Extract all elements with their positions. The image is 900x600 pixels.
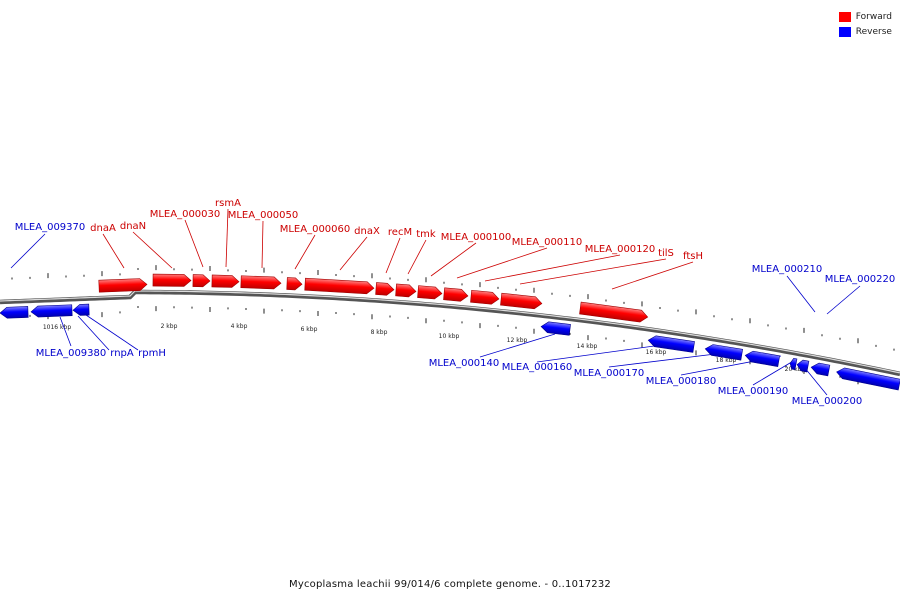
gene-label-mlea-000100: MLEA_000100 xyxy=(441,232,512,243)
gene-forward-5[interactable] xyxy=(286,277,303,291)
leader-mlea-000190 xyxy=(752,359,796,386)
leader-dnax xyxy=(339,236,368,271)
leader-dnan xyxy=(132,231,173,269)
gene-forward-0[interactable] xyxy=(98,278,148,293)
leader-mlea-000120 xyxy=(484,254,621,282)
leader-dnaa xyxy=(102,233,125,269)
gene-label-mlea-000050: MLEA_000050 xyxy=(228,210,299,221)
leader-tils xyxy=(519,258,667,285)
reverse-legend-label: Reverse xyxy=(855,26,892,37)
gene-label-dnax: dnaX xyxy=(354,226,380,237)
gene-forward-4[interactable] xyxy=(240,275,282,290)
scale-label-12-kbp: 12 kbp xyxy=(507,337,528,344)
leader-rpmh xyxy=(85,314,139,351)
genome-backbone-highlight xyxy=(0,290,900,374)
scale-label-6-kbp: 6 kbp xyxy=(301,326,318,333)
gene-reverse-0[interactable] xyxy=(0,306,29,319)
leader-mlea-000140 xyxy=(479,333,556,358)
leader-recm xyxy=(385,237,401,274)
gene-reverse-5[interactable] xyxy=(704,343,743,361)
gene-label-rpmh: rpmH xyxy=(138,348,166,359)
gene-reverse-9[interactable] xyxy=(810,362,831,377)
gene-label-ftsh: ftsH xyxy=(683,251,703,262)
gene-reverse-10[interactable] xyxy=(836,367,900,391)
leader-mlea-000110 xyxy=(456,247,548,279)
gene-forward-11[interactable] xyxy=(470,289,500,305)
forward-swatch xyxy=(838,11,851,22)
gene-label-mlea-000160: MLEA_000160 xyxy=(502,362,573,373)
gene-label-mlea-000170: MLEA_000170 xyxy=(574,368,645,379)
gene-forward-8[interactable] xyxy=(395,283,417,298)
gene-reverse-2[interactable] xyxy=(72,303,90,316)
leader-rsma xyxy=(225,208,229,268)
gene-label-recm: recM xyxy=(388,227,412,238)
scale-label-1016-kbp: 1016 kbp xyxy=(43,324,71,331)
gene-label-mlea-000190: MLEA_000190 xyxy=(718,386,789,397)
leader-rnpa xyxy=(77,315,110,351)
scale-label-16-kbp: 16 kbp xyxy=(646,349,667,356)
gene-reverse-6[interactable] xyxy=(744,350,781,367)
gene-forward-13[interactable] xyxy=(579,301,649,323)
gene-label-rsma: rsmA xyxy=(215,198,241,209)
scale-label-2-kbp: 2 kbp xyxy=(161,323,178,330)
forward-legend-label: Forward xyxy=(855,11,892,22)
scale-label-8-kbp: 8 kbp xyxy=(371,329,388,336)
gene-forward-1[interactable] xyxy=(152,273,192,287)
gene-label-mlea-000030: MLEA_000030 xyxy=(150,209,221,220)
legend: Forward Reverse xyxy=(838,9,892,39)
gene-label-rnpa: rnpA xyxy=(110,348,134,359)
gene-reverse-4[interactable] xyxy=(647,335,695,353)
gene-label-mlea-000220: MLEA_000220 xyxy=(825,274,896,285)
gene-label-tmk: tmk xyxy=(416,229,436,240)
reverse-swatch xyxy=(838,26,851,37)
scale-label-18-kbp: 18 kbp xyxy=(716,357,737,364)
genome-backbone xyxy=(0,289,900,377)
gene-label-mlea-000060: MLEA_000060 xyxy=(280,224,351,235)
gene-reverse-8[interactable] xyxy=(796,359,810,373)
leader-mlea-000210 xyxy=(786,275,816,313)
scale-label-10-kbp: 10 kbp xyxy=(439,333,460,340)
leader-mlea-000060 xyxy=(294,234,316,270)
leader-mlea-000220 xyxy=(826,285,861,315)
legend-reverse: Reverse xyxy=(838,24,892,39)
scale-label-4-kbp: 4 kbp xyxy=(231,323,248,330)
gene-reverse-1[interactable] xyxy=(30,304,73,318)
gene-label-mlea-009370: MLEA_009370 xyxy=(15,222,86,233)
genome-title: Mycoplasma leachii 99/014/6 complete gen… xyxy=(289,579,611,590)
gene-label-dnan: dnaN xyxy=(120,221,146,232)
scale-label-14-kbp: 14 kbp xyxy=(577,343,598,350)
gene-forward-2[interactable] xyxy=(192,274,211,288)
gene-label-mlea-000140: MLEA_000140 xyxy=(429,358,500,369)
gene-forward-9[interactable] xyxy=(417,285,443,300)
gene-forward-6[interactable] xyxy=(304,277,375,295)
gene-label-tils: tilS xyxy=(658,248,674,259)
gene-forward-3[interactable] xyxy=(211,274,240,288)
gene-forward-10[interactable] xyxy=(443,287,469,302)
leader-mlea-000030 xyxy=(184,219,204,268)
leader-tmk xyxy=(407,239,427,275)
leader-mlea-009380 xyxy=(59,316,72,347)
gene-label-mlea-000180: MLEA_000180 xyxy=(646,376,717,387)
gene-label-mlea-000120: MLEA_000120 xyxy=(585,244,656,255)
gene-forward-12[interactable] xyxy=(500,292,543,310)
leader-mlea-000160 xyxy=(536,343,670,363)
leader-ftsh xyxy=(611,261,694,290)
leader-mlea-000050 xyxy=(261,220,264,269)
leader-mlea-009370 xyxy=(10,233,46,269)
leader-mlea-000100 xyxy=(430,242,477,277)
gene-label-mlea-000200: MLEA_000200 xyxy=(792,396,863,407)
gene-label-mlea-000210: MLEA_000210 xyxy=(752,264,823,275)
gene-label-dnaa: dnaA xyxy=(90,223,116,234)
gene-forward-7[interactable] xyxy=(375,282,395,296)
gene-label-mlea-000110: MLEA_000110 xyxy=(512,237,583,248)
gene-reverse-7[interactable] xyxy=(789,358,798,371)
gene-reverse-3[interactable] xyxy=(540,321,571,336)
gene-label-mlea-009380: MLEA_009380 xyxy=(36,348,107,359)
legend-forward: Forward xyxy=(838,9,892,24)
